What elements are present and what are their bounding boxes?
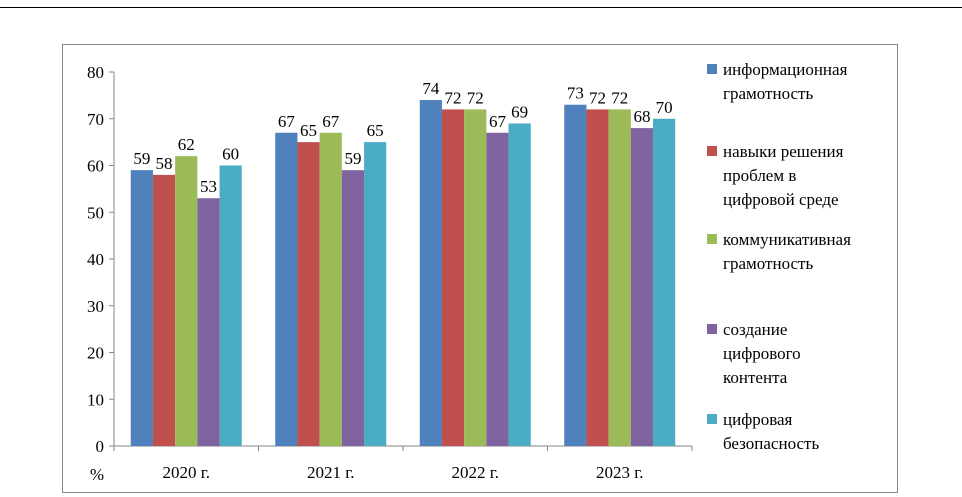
x-tick-label: 2023 г.	[596, 463, 644, 482]
legend-entry-label: контента	[723, 368, 788, 387]
data-label: 68	[633, 107, 650, 126]
bar	[508, 123, 531, 447]
data-label: 60	[222, 145, 239, 164]
legend-swatch	[707, 414, 717, 424]
data-label: 67	[322, 112, 340, 131]
bar	[275, 132, 298, 446]
legend-entry-label: грамотность	[723, 84, 813, 103]
bar	[441, 109, 465, 447]
y-tick-label: 50	[87, 203, 104, 222]
y-tick-label: 40	[87, 250, 104, 269]
legend-swatch	[707, 234, 717, 244]
data-label: 72	[589, 88, 606, 107]
legend-entry-label: цифрового	[723, 344, 801, 363]
bar	[197, 198, 220, 446]
data-label: 58	[156, 154, 173, 173]
chart-frame	[62, 44, 898, 493]
data-label: 53	[200, 177, 217, 196]
bar	[152, 174, 176, 446]
y-tick-label: 60	[87, 157, 104, 176]
legend-swatch	[707, 64, 717, 74]
legend-entry-label: цифровая	[723, 410, 793, 429]
y-axis-label: %	[90, 465, 104, 484]
bar	[364, 142, 387, 446]
data-label: 67	[489, 112, 507, 131]
data-label: 72	[467, 88, 484, 107]
legend-swatch	[707, 324, 717, 334]
y-tick-label: 20	[87, 344, 104, 363]
data-label: 65	[300, 121, 317, 140]
bar	[130, 170, 153, 447]
data-label: 59	[133, 149, 150, 168]
legend: информационная грамотность навыки решения п…	[707, 60, 851, 453]
data-label: 72	[445, 88, 462, 107]
data-label: 65	[367, 121, 384, 140]
bar	[653, 118, 676, 446]
legend-entry-label: цифровой среде	[723, 190, 839, 209]
legend-entry-label: проблем в	[723, 166, 796, 185]
data-label: 59	[344, 149, 361, 168]
y-tick-label: 10	[87, 390, 104, 409]
legend-entry-label: навыки решения	[723, 142, 844, 161]
legend-entry-label: коммуникативная	[723, 230, 851, 249]
bar	[341, 170, 365, 447]
x-tick-label: 2022 г.	[451, 463, 499, 482]
bar	[486, 132, 509, 446]
x-tick-label: 2020 г.	[162, 463, 210, 482]
axes: 0 10 20 30 40 50 60 70 80% 2020 г. 2021 г. 2022 г. 2…	[87, 63, 693, 484]
bar	[586, 109, 609, 447]
data-label: 72	[611, 88, 628, 107]
data-label: 73	[567, 84, 584, 103]
data-label: 70	[656, 98, 673, 117]
data-label: 62	[178, 135, 195, 154]
bar	[297, 142, 320, 446]
legend-entry-label: информационная	[723, 60, 848, 79]
bar	[419, 100, 442, 447]
data-label: 67	[278, 112, 296, 131]
legend-entry-label: грамотность	[723, 254, 813, 273]
y-tick-label: 70	[87, 110, 104, 129]
x-tick-label: 2021 г.	[307, 463, 355, 482]
bar	[464, 109, 487, 447]
data-label: 74	[422, 79, 440, 98]
legend-swatch	[707, 146, 717, 156]
legend-entry-label: безопасность	[723, 434, 819, 453]
legend-entry-label: создание	[723, 320, 787, 339]
bar	[564, 104, 587, 446]
bar	[319, 132, 342, 446]
data-label: 69	[511, 102, 528, 121]
bar	[219, 165, 242, 446]
bars	[130, 100, 676, 447]
y-tick-label: 30	[87, 297, 104, 316]
bar	[608, 109, 631, 447]
y-tick-label: 0	[96, 437, 105, 456]
top-rule	[0, 7, 962, 8]
bar	[175, 156, 198, 446]
bar	[630, 128, 654, 446]
y-tick-label: 80	[87, 63, 104, 82]
